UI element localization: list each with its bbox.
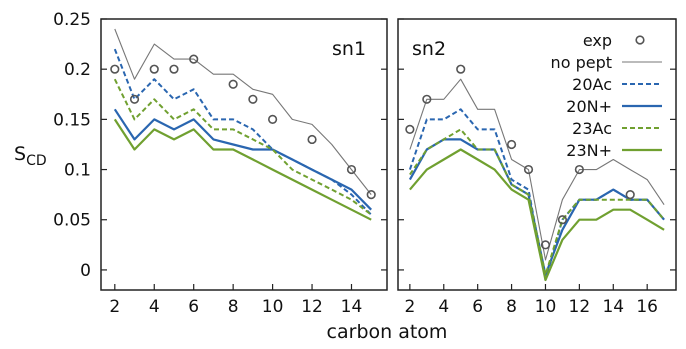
sn2-point-exp [422,94,432,104]
sn1-y-tick-label: 0.1 [64,161,91,181]
sn1-y-tick-label: 0 [80,261,91,281]
sn1-x-tick-label: 4 [149,297,160,317]
sn2-x-tick-label: 2 [404,297,415,317]
legend-label: 23N+ [566,141,612,160]
sn1-point-exp [110,64,120,74]
y-axis-title: SCD [14,143,47,169]
sn1-x-tick-label: 2 [109,297,120,317]
sn1-point-exp [228,79,238,89]
sn2-panel-label: sn2 [412,38,446,60]
sn2-x-tick-label: 12 [569,297,591,317]
sn2-point-exp [574,164,584,175]
sn1-point-exp [366,190,376,200]
sn2-point-exp [557,215,568,225]
sn1-point-exp [268,114,278,124]
sn1-point-exp [149,64,159,74]
legend-label: 20N+ [566,97,612,116]
sn1-y-tick-label: 0.25 [53,10,91,30]
legend-label: 20Ac [572,75,612,94]
sn1-series-no-pept [114,28,372,195]
sn1-point-exp [129,94,140,104]
x-axis-title: carbon atom [327,321,448,343]
sn1-x-tick-label: 6 [188,297,199,317]
sn2-x-tick-label: 4 [438,297,449,317]
sn2-point-exp [625,190,635,200]
sn1-y-tick-label: 0.05 [53,211,91,231]
sn1-series [110,28,376,221]
sn2-series [405,64,665,282]
sn2-point-exp [456,64,466,74]
sn1-series-20nplus [113,108,372,211]
legend-label: no pept [551,53,612,72]
sn2-series-20nplus [408,138,665,276]
sn1-ticks: 2 4 6 8 10 12 14 0 0.05 0.1 0.15 0.2 0.25 [53,10,387,317]
sn2-series-23nplus [409,148,665,282]
y-axis-title-subscript: CD [26,153,47,169]
sn1-x-tick-label: 12 [301,297,323,317]
sn2-plot-frame [397,18,677,291]
legend-label: 23Ac [572,119,612,138]
sn2-point-exp [523,164,534,175]
legend: exp no pept 20Ac 20N+ 23Ac 23N+ [551,31,662,160]
sn1-x-tick-label: 8 [228,297,239,317]
sn1-point-exp [169,64,179,74]
sn1-series-23ac [113,78,372,216]
sn2-x-tick-label: 16 [636,297,658,317]
sn2-series-no-pept [409,78,665,261]
y-axis-title-main: S [14,143,26,165]
legend-marker-exp [635,35,645,45]
sn1-point-exp [248,94,258,104]
sn1-series-23nplus [113,118,372,221]
sn2-series-23ac [409,128,665,276]
sn1-y-tick-label: 0.15 [53,110,91,130]
sn1-point-exp [346,164,357,175]
sn2-x-tick-label: 6 [472,297,483,317]
sn1-x-tick-label: 10 [262,297,284,317]
sn1-point-exp [189,54,199,64]
sn1-panel-label: sn1 [332,38,366,60]
sn2-point-exp [540,240,551,250]
sn1-plot-frame [100,18,388,291]
sn2-point-exp [506,139,517,150]
sn2-x-tick-label: 14 [602,297,624,317]
legend-label: exp [583,31,612,50]
sn2-x-tick-label: 8 [506,297,517,317]
sn2-x-tick-label: 10 [535,297,557,317]
sn1-panel: 2 4 6 8 10 12 14 0 0.05 0.1 0.15 0.2 0.25 sn1 [53,10,388,317]
sn2-point-exp [405,124,415,135]
sn1-x-tick-label: 14 [341,297,363,317]
sn1-point-exp [307,134,317,145]
sn1-y-tick-label: 0.2 [64,60,91,80]
sn2-ticks: 2 4 6 8 10 12 14 16 [398,18,676,317]
